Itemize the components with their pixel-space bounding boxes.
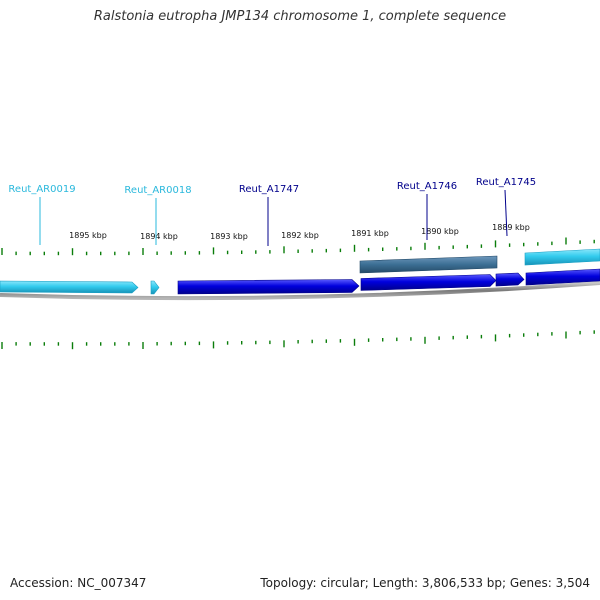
feature-labels: Reut_AR0019 Reut_AR0018 Reut_A1747 Reut_… bbox=[8, 177, 536, 196]
feature-callouts bbox=[39, 189, 508, 246]
feature-label-reut-a1746[interactable]: Reut_A1746 bbox=[397, 181, 457, 192]
scale-label: 1889 kbp bbox=[492, 223, 530, 232]
scale-label: 1894 kbp bbox=[140, 232, 178, 241]
callout-line bbox=[504, 189, 508, 237]
scale-label: 1892 kbp bbox=[281, 231, 319, 240]
scale-label: 1893 kbp bbox=[210, 232, 248, 241]
feature-label-reut-ar0019[interactable]: Reut_AR0019 bbox=[8, 184, 75, 195]
scale-label: 1891 kbp bbox=[351, 229, 389, 238]
feature-label-reut-ar0018[interactable]: Reut_AR0018 bbox=[124, 185, 191, 196]
outer-scale-ticks bbox=[1, 237, 595, 256]
chromosome-backbone bbox=[0, 281, 600, 301]
feature-label-reut-a1745[interactable]: Reut_A1745 bbox=[476, 177, 536, 188]
feature-rna-bar bbox=[524, 248, 600, 266]
accession-text: Accession: NC_007347 bbox=[10, 576, 147, 590]
feature-pseudo-bar bbox=[359, 255, 498, 274]
map-title: Ralstonia eutropha JMP134 chromosome 1, … bbox=[93, 9, 507, 24]
scale-label: 1890 kbp bbox=[421, 227, 459, 236]
feature-rna-arrow bbox=[150, 280, 160, 295]
feature-rna-arrow bbox=[0, 280, 139, 294]
scale-labels: 1895 kbp 1894 kbp 1893 kbp 1892 kbp 1891… bbox=[69, 223, 530, 241]
feature-cds-arrow bbox=[177, 279, 360, 295]
genome-summary-text: Topology: circular; Length: 3,806,533 bp… bbox=[260, 576, 590, 590]
feature-label-reut-a1747[interactable]: Reut_A1747 bbox=[239, 184, 299, 195]
scale-label: 1895 kbp bbox=[69, 231, 107, 240]
feature-cds-arrow bbox=[525, 268, 600, 286]
feature-cds-arrow bbox=[360, 274, 497, 291]
inner-scale-ticks bbox=[1, 330, 595, 350]
feature-cds-arrow bbox=[495, 272, 525, 287]
